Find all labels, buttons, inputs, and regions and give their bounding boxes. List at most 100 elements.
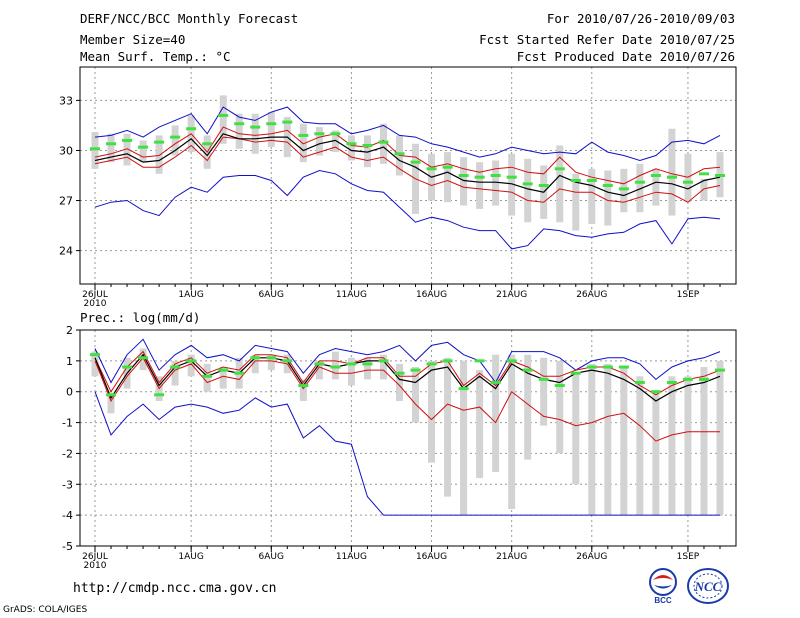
x-tick-label: 26JUL — [82, 552, 108, 562]
mean-marker — [378, 140, 389, 144]
min-line — [94, 169, 721, 250]
ensemble-box — [716, 360, 724, 516]
ensemble-box — [91, 132, 99, 169]
mean-marker — [698, 172, 709, 176]
ensemble-box — [235, 113, 243, 149]
mean-marker — [330, 365, 341, 369]
ensemble-box — [299, 379, 307, 401]
mean-marker — [282, 120, 293, 124]
mean-marker — [266, 122, 277, 126]
ensemble-box — [652, 391, 660, 516]
ensemble-box — [315, 360, 323, 380]
mean-marker — [250, 356, 261, 360]
mean-marker — [522, 368, 533, 372]
ensemble-box — [363, 357, 371, 380]
ensemble-box — [203, 363, 211, 392]
y-tick-label: 30 — [59, 144, 73, 157]
plot-frame — [79, 66, 737, 285]
mean-marker — [298, 384, 309, 388]
y-tick-label: -2 — [62, 447, 73, 460]
mean-marker — [362, 143, 373, 147]
precip-variable-label: Prec.: log(mm/d) — [80, 310, 200, 325]
ensemble-box — [492, 160, 500, 206]
bcc-logo-text: BCC — [654, 596, 672, 605]
grads-credit: GrADS: COLA/IGES — [3, 605, 88, 615]
ensemble-box — [107, 394, 115, 414]
forecast-produced-date: Fcst Produced Date 2010/07/26 — [516, 49, 735, 64]
mean-marker — [426, 362, 437, 366]
y-tick-label: 27 — [59, 195, 73, 208]
mean-marker — [154, 393, 165, 397]
mean-marker — [314, 362, 325, 366]
ensemble-box — [700, 367, 708, 516]
chart-title: DERF/NCC/BCC Monthly Forecast — [80, 11, 299, 26]
ensemble-box — [379, 123, 387, 164]
ensemble-box — [267, 112, 275, 148]
mean-marker — [218, 113, 229, 117]
mean-marker — [715, 368, 725, 372]
mean-marker — [666, 380, 677, 384]
x-tick-label: 1SEP — [677, 552, 700, 562]
ensemble-box — [524, 158, 532, 223]
mean-marker — [586, 365, 597, 369]
mean-marker — [506, 359, 517, 363]
mean-marker — [394, 152, 405, 156]
y-tick-label: 0 — [66, 386, 73, 399]
mean-marker — [650, 174, 661, 177]
ensemble-box — [379, 354, 387, 380]
temp-variable-label: Mean Surf. Temp.: °C — [80, 49, 231, 64]
ensemble-box — [123, 133, 131, 166]
source-url[interactable]: http://cmdp.ncc.cma.gov.cn — [73, 581, 277, 596]
ensemble-box — [139, 140, 147, 163]
x-tick-label: 1SEP — [677, 290, 700, 300]
ensemble-box — [476, 370, 484, 479]
mean-marker — [410, 160, 421, 164]
ensemble-box — [107, 133, 115, 163]
mean-marker — [554, 384, 565, 388]
forecast-period: For 2010/07/26-2010/09/03 — [546, 11, 735, 26]
mean-marker — [442, 359, 453, 363]
ensemble-box — [620, 367, 628, 516]
mean-marker — [394, 371, 405, 375]
ensemble-box — [219, 95, 227, 144]
ncc-logo-icon: NCC — [687, 568, 729, 604]
ensemble-box — [331, 351, 339, 380]
mean-marker — [442, 165, 453, 169]
ensemble-box — [444, 152, 452, 203]
lower-percentile-line — [94, 136, 721, 203]
x-tick-label: 26AUG — [576, 290, 607, 300]
mean-marker — [314, 132, 325, 136]
ensemble-box — [588, 363, 596, 516]
mean-marker — [90, 147, 100, 151]
ensemble-box — [91, 351, 99, 377]
ensemble-box — [347, 357, 355, 386]
mean-marker — [234, 371, 245, 375]
mean-marker — [170, 365, 181, 369]
mean-marker — [618, 187, 629, 191]
forecast-started-date: Fcst Started Refer Date 2010/07/25 — [479, 32, 735, 47]
mean-marker — [170, 135, 181, 139]
upper-percentile-line — [94, 126, 721, 185]
mean-marker — [698, 377, 709, 381]
y-tick-label: -3 — [62, 478, 73, 491]
mean-marker — [154, 140, 165, 144]
min-line — [94, 391, 720, 516]
mean-marker — [538, 184, 549, 188]
ensemble-box — [251, 354, 259, 374]
mean-marker — [410, 368, 421, 372]
ensemble-box — [492, 354, 500, 472]
upper-percentile-line — [94, 350, 721, 396]
ensemble-box — [187, 354, 195, 377]
mean-marker — [554, 167, 565, 171]
mean-marker — [506, 175, 517, 179]
mean-marker — [458, 174, 469, 177]
mean-marker — [538, 377, 549, 381]
mean-marker — [682, 377, 693, 381]
ensemble-box — [572, 373, 580, 485]
ensemble-box — [363, 135, 371, 168]
ensemble-box — [524, 354, 532, 460]
ensemble-box — [572, 173, 580, 231]
ensemble-box — [540, 357, 548, 426]
